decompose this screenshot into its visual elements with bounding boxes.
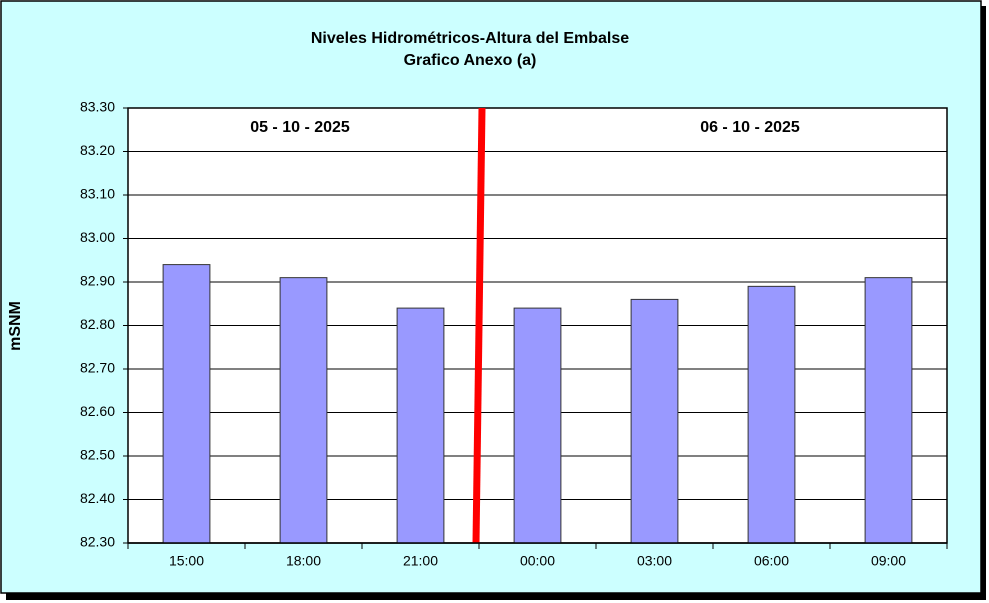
y-tick-label: 82.70: [80, 360, 115, 376]
day-divider: [472, 107, 486, 544]
bar: [396, 307, 445, 544]
x-tick-label: 06:00: [754, 553, 789, 569]
bar: [864, 277, 913, 544]
y-tick-label: 83.30: [80, 99, 115, 115]
y-tick-label: 83.20: [80, 142, 115, 158]
bar: [279, 277, 328, 544]
y-axis-label: mSNM: [7, 301, 24, 351]
x-tick-label: 15:00: [169, 553, 204, 569]
x-tick-label: 00:00: [520, 553, 555, 569]
y-tick-label: 82.50: [80, 447, 115, 463]
bar: [630, 298, 679, 544]
date-annotation: 06 - 10 - 2025: [700, 119, 800, 136]
y-tick-label: 82.60: [80, 403, 115, 419]
x-tick-label: 18:00: [286, 553, 321, 569]
y-tick-label: 82.90: [80, 273, 115, 289]
x-tick-label: 03:00: [637, 553, 672, 569]
x-tick-label: 09:00: [871, 553, 906, 569]
y-tick-label: 82.40: [80, 490, 115, 506]
y-tick-label: 82.80: [80, 316, 115, 332]
y-tick-label: 83.00: [80, 229, 115, 245]
x-tick-label: 21:00: [403, 553, 438, 569]
bar: [162, 264, 211, 544]
bar: [513, 307, 562, 544]
y-tick-label: 83.10: [80, 186, 115, 202]
chart-title: Niveles Hidrométricos-Altura del Embalse: [311, 30, 629, 47]
chart-subtitle: Grafico Anexo (a): [404, 52, 537, 69]
y-tick-label: 82.30: [80, 534, 115, 550]
bar: [747, 285, 796, 544]
date-annotation: 05 - 10 - 2025: [250, 119, 350, 136]
